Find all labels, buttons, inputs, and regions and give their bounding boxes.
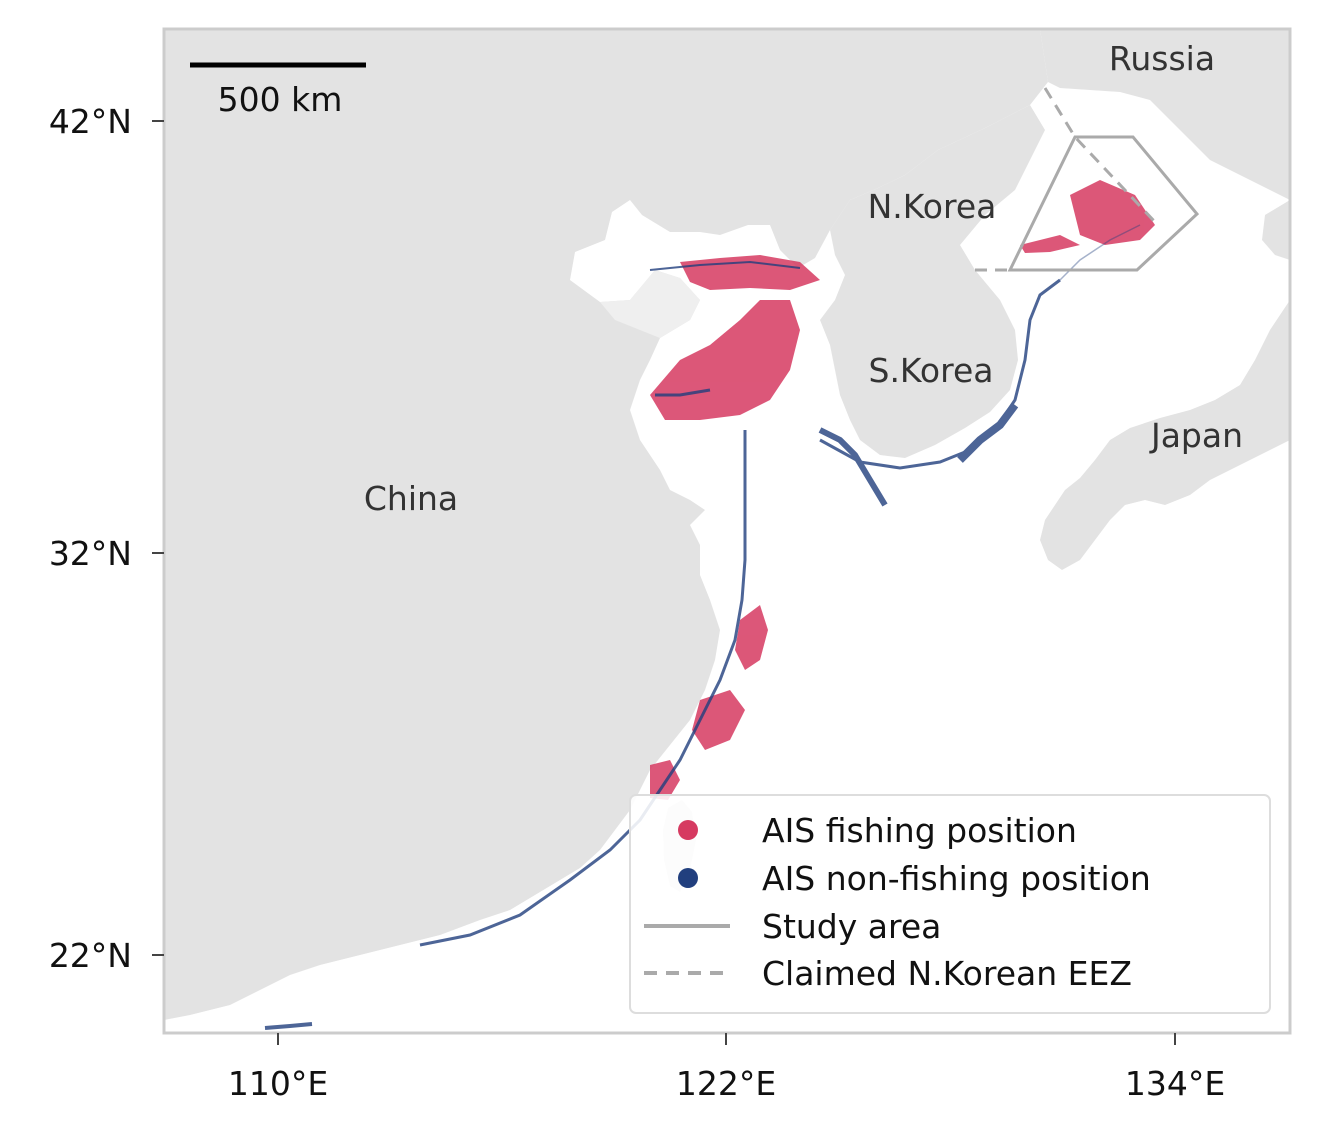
track-shandong — [655, 388, 711, 397]
nonfishing-tracks — [264, 224, 1141, 1030]
track-korea-strait — [957, 402, 1019, 463]
label-nkorea: N.Korea — [868, 187, 997, 226]
legend: AIS fishing position AIS non-fishing pos… — [629, 794, 1271, 1014]
label-japan: Japan — [1149, 416, 1243, 455]
fishing-cluster-yellow-sea — [650, 300, 800, 420]
legend-eez-label: Claimed N.Korean EEZ — [762, 954, 1132, 993]
scale-bar-label: 500 km — [218, 80, 343, 119]
track-bohai — [649, 260, 801, 271]
land-japan — [1040, 300, 1290, 570]
study-area-polygon — [1007, 135, 1200, 272]
track-yellow-sea-cluster — [818, 427, 888, 507]
x-tick-label-110: 110°E — [228, 1064, 328, 1103]
fishing-cluster-zhejiang — [692, 690, 745, 750]
land-japan-hokkaido — [1262, 200, 1290, 260]
legend-box — [629, 794, 1271, 1014]
fishing-cluster-nk-east — [1070, 180, 1155, 245]
legend-nonfishing-marker — [678, 868, 698, 888]
label-russia: Russia — [1109, 39, 1215, 78]
legend-study-area-label: Study area — [762, 907, 941, 946]
fishing-cluster-nk-coast — [1020, 235, 1080, 253]
y-tick-label-22: 22°N — [49, 936, 132, 975]
label-skorea: S.Korea — [869, 351, 994, 390]
fishing-cluster-east-coast — [735, 605, 768, 670]
track-yellow-sea-south — [419, 430, 747, 947]
land-russia — [1040, 29, 1290, 200]
fishing-points — [650, 180, 1155, 800]
x-tick-label-122: 122°E — [676, 1064, 776, 1103]
y-tick-label-32: 32°N — [49, 534, 132, 573]
x-tick-label-134: 134°E — [1125, 1064, 1225, 1103]
label-china: China — [364, 479, 458, 518]
land-korea — [820, 105, 1045, 458]
legend-fishing-label: AIS fishing position — [762, 811, 1077, 850]
map-layers — [164, 29, 1290, 1030]
land-bohai-coast — [600, 270, 700, 338]
land-mainland — [164, 29, 1048, 1020]
legend-nonfishing-label: AIS non-fishing position — [762, 859, 1151, 898]
track-bottom-left — [264, 1022, 313, 1030]
y-tick-label-42: 42°N — [49, 102, 132, 141]
legend-fishing-marker — [678, 820, 698, 840]
